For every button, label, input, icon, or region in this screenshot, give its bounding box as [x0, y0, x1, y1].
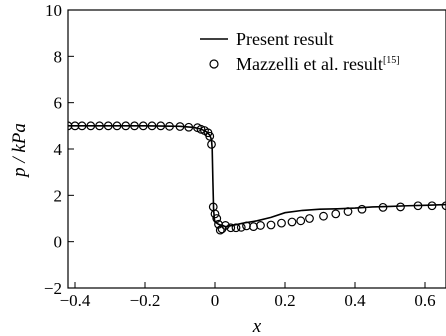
data-point-mazzelli [130, 121, 139, 131]
x-tick-label: −0.4 [60, 291, 91, 310]
y-axis-label: p / kPa [9, 123, 30, 179]
data-point-mazzelli [231, 223, 241, 233]
data-point-mazzelli [215, 225, 225, 235]
y-tick-label: 2 [54, 186, 63, 205]
data-point-mazzelli [441, 201, 446, 211]
data-point-mazzelli [210, 209, 220, 219]
data-point-mazzelli [287, 217, 297, 227]
data-point-mazzelli [221, 221, 230, 230]
data-point-mazzelli [343, 207, 353, 216]
legend-label-mazzelli-sup: [15] [383, 55, 400, 66]
tick-group: −0.4 −0.2 0 0.2 0.4 0.6 −2 0 2 4 6 8 10 [44, 1, 436, 310]
x-tick-label: 0.4 [344, 291, 366, 310]
data-point-mazzelli [147, 121, 157, 131]
data-point-mazzelli [121, 121, 131, 131]
data-point-mazzelli [212, 214, 222, 223]
data-point-mazzelli [184, 122, 194, 132]
data-point-mazzelli [427, 201, 437, 211]
series-group [68, 121, 446, 235]
data-point-mazzelli [207, 139, 216, 149]
legend-label-present: Present result [236, 29, 333, 49]
data-point-mazzelli [112, 121, 122, 131]
data-point-mazzelli [277, 218, 286, 228]
y-tick-label: 0 [54, 233, 63, 252]
data-point-mazzelli [378, 202, 388, 212]
data-point-mazzelli [205, 131, 215, 141]
data-point-mazzelli [103, 121, 113, 131]
data-point-mazzelli [86, 121, 96, 131]
data-point-mazzelli [305, 214, 314, 223]
data-point-mazzelli [296, 216, 306, 226]
data-point-mazzelli [226, 223, 236, 233]
y-tick-label: 6 [54, 94, 63, 113]
data-point-mazzelli [138, 121, 148, 131]
y-tick-label: 4 [54, 140, 63, 159]
y-tick-label: 10 [45, 1, 62, 20]
data-point-mazzelli [95, 121, 104, 131]
x-tick-label: −0.2 [130, 291, 161, 310]
y-tick-label: −2 [44, 279, 62, 298]
data-point-mazzelli [236, 222, 246, 232]
legend-label-mazzelli-text: Mazzelli et al. result [236, 54, 383, 74]
data-point-mazzelli [156, 121, 166, 131]
legend-label-mazzelli: Mazzelli et al. result[15] [236, 54, 400, 74]
data-point-mazzelli [331, 209, 341, 219]
data-point-mazzelli [357, 204, 367, 214]
data-point-mazzelli [77, 121, 87, 131]
series-line-present [68, 125, 446, 228]
x-tick-label: 0.6 [414, 291, 435, 310]
data-point-mazzelli [396, 202, 405, 212]
x-tick-label: 0 [211, 291, 220, 310]
legend-circle-marker [209, 59, 219, 69]
data-point-mazzelli [165, 121, 174, 131]
legend: Present result Mazzelli et al. result[15… [200, 29, 400, 74]
x-tick-label: 0.2 [274, 291, 295, 310]
plot-area [67, 9, 446, 289]
y-tick-label: 8 [54, 47, 63, 66]
data-point-mazzelli [319, 211, 328, 221]
data-point-mazzelli [256, 221, 265, 230]
data-point-mazzelli [175, 122, 185, 131]
data-point-mazzelli [266, 220, 276, 230]
data-point-mazzelli [413, 201, 423, 211]
x-axis-label: x [252, 316, 262, 336]
